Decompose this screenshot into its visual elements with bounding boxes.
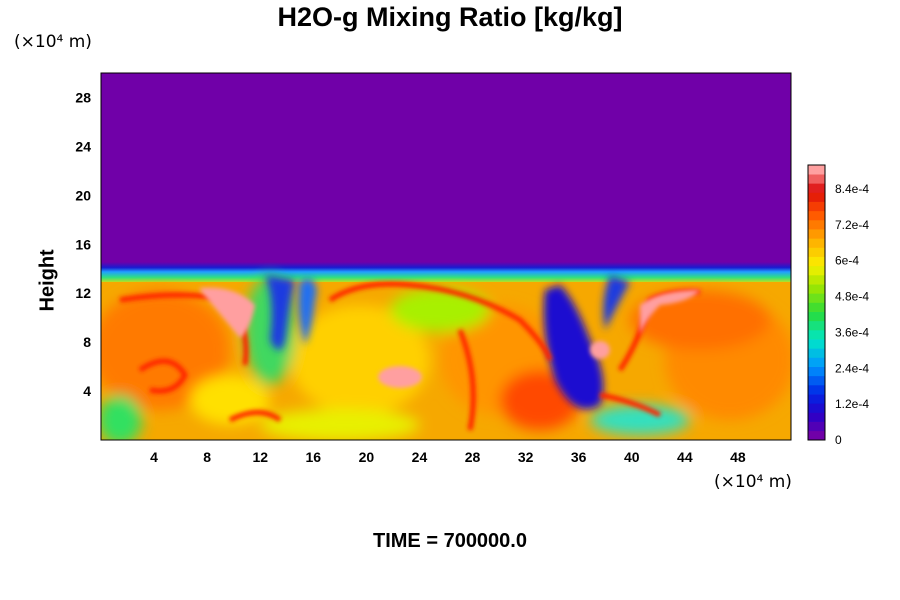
colorbar-level [808,394,825,404]
colorbar-level [808,210,825,221]
mixing-ratio-field [101,73,791,440]
colorbar-level [808,238,825,248]
colorbar-level [808,174,825,184]
colorbar-tick-label: 3.6e-4 [835,325,869,339]
colorbar-level [808,247,825,257]
y-tick-label: 20 [75,187,91,203]
chart-title: H2O-g Mixing Ratio [kg/kg] [277,2,623,32]
colorbar-level [808,357,825,367]
colorbar-level [808,412,825,422]
colorbar-tick-label: 0 [835,433,842,447]
y-tick-labels: 4 8 12 16 20 24 28 [75,89,91,399]
x-tick-label: 4 [150,449,158,465]
moist-layer-edge [101,262,791,284]
plot-frame [100,72,792,441]
y-tick-label: 8 [83,334,91,350]
colorbar-level [808,385,825,395]
colorbar-tick-label: 8.4e-4 [835,182,869,196]
x-tick-label: 16 [306,449,322,465]
colorbar-level [808,192,825,202]
colorbar-level [808,430,825,441]
colorbar-tick-label: 2.4e-4 [835,361,869,375]
x-tick-label: 24 [412,449,428,465]
colorbar-level [808,403,825,413]
colorbar-frame [807,164,826,441]
colorbar-level [808,375,825,386]
x-tick-label: 8 [203,449,211,465]
colorbar-level [808,265,825,276]
colorbar-level [808,339,825,349]
colorbar-tick-label: 4.8e-4 [835,290,869,304]
colorbar-level [808,229,825,239]
colorbar: 0 1.2e-4 2.4e-4 3.6e-4 4.8e-4 6e-4 7.2e-4 8.4e-… [807,164,869,447]
y-tick-label: 16 [75,236,91,252]
colorbar-level [808,183,825,193]
colorbar-tick-label: 6e-4 [835,254,859,268]
x-tick-label: 32 [518,449,534,465]
x-tick-labels: 4 8 12 16 20 24 28 32 36 40 44 48 [150,449,746,465]
colorbar-level [808,330,825,340]
colorbar-level [808,284,825,294]
x-tick-label: 48 [730,449,746,465]
y-tick-label: 24 [75,138,91,154]
colorbar-level [808,421,825,432]
x-tick-label: 28 [465,449,481,465]
colorbar-level [808,256,825,267]
x-tick-label: 12 [252,449,268,465]
y-tick-label: 28 [75,89,91,105]
colorbar-level [808,220,825,230]
x-tick-label: 36 [571,449,587,465]
x-tick-label: 40 [624,449,640,465]
colorbar-level [808,201,825,212]
colorbar-level [808,165,825,175]
y-tick-label: 12 [75,285,91,301]
colorbar-level [808,366,825,377]
y-axis-unit: (×10⁴ m) [14,32,92,52]
time-label: TIME = 700000.0 [373,530,527,552]
x-axis-unit: (×10⁴ m) [714,472,792,492]
colorbar-level [808,275,825,285]
colorbar-tick-label: 7.2e-4 [835,218,869,232]
colorbar-tick-label: 1.2e-4 [835,397,869,411]
x-tick-label: 44 [677,449,693,465]
colorbar-level [808,293,825,303]
colorbar-level [808,320,825,331]
colorbar-level [808,302,825,312]
colorbar-level [808,348,825,358]
colorbar-level [808,311,825,322]
y-tick-label: 4 [83,383,91,399]
x-tick-label: 20 [359,449,375,465]
